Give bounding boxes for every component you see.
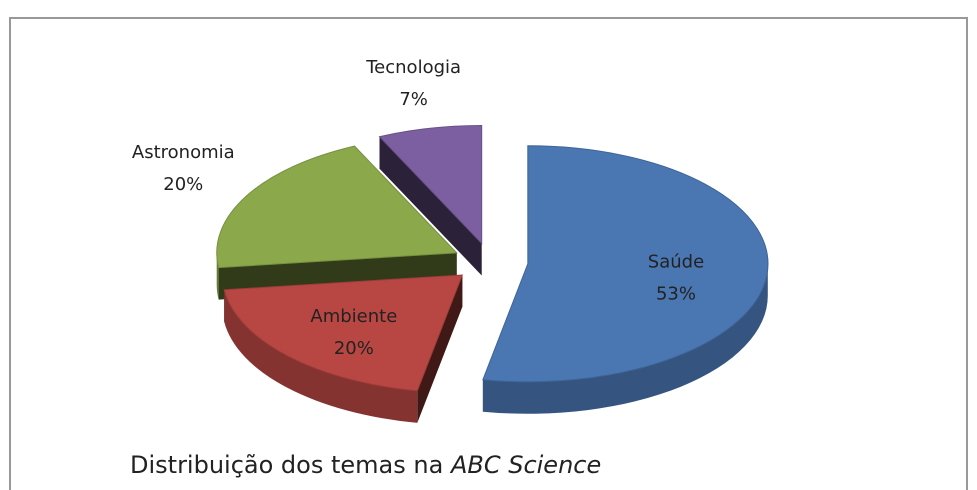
title-text: Distribuição dos temas na [130, 451, 443, 479]
slice-wall [224, 289, 418, 423]
slice-wall [216, 252, 219, 300]
slice [216, 145, 458, 269]
chart-title: Distribuição dos temas na ABC Science [130, 451, 601, 479]
slice-label: Ambiente [310, 306, 397, 327]
slice-value-label: 20% [163, 174, 203, 195]
slice [378, 124, 483, 245]
slice [223, 274, 464, 392]
slice-label: Tecnologia [365, 57, 461, 78]
slice-side [417, 275, 463, 423]
slice-label: Astronomia [132, 142, 235, 163]
slice-value-label: 7% [399, 89, 428, 110]
slice [482, 145, 769, 383]
slice-wall [482, 263, 768, 414]
slice-value-label: 20% [334, 338, 374, 359]
slice-label: Saúde [648, 252, 704, 273]
frame [9, 17, 968, 490]
slice-side [379, 136, 482, 276]
slice-value-label: 53% [656, 284, 696, 305]
title-emphasis: ABC Science [449, 451, 601, 479]
pie [216, 124, 769, 423]
